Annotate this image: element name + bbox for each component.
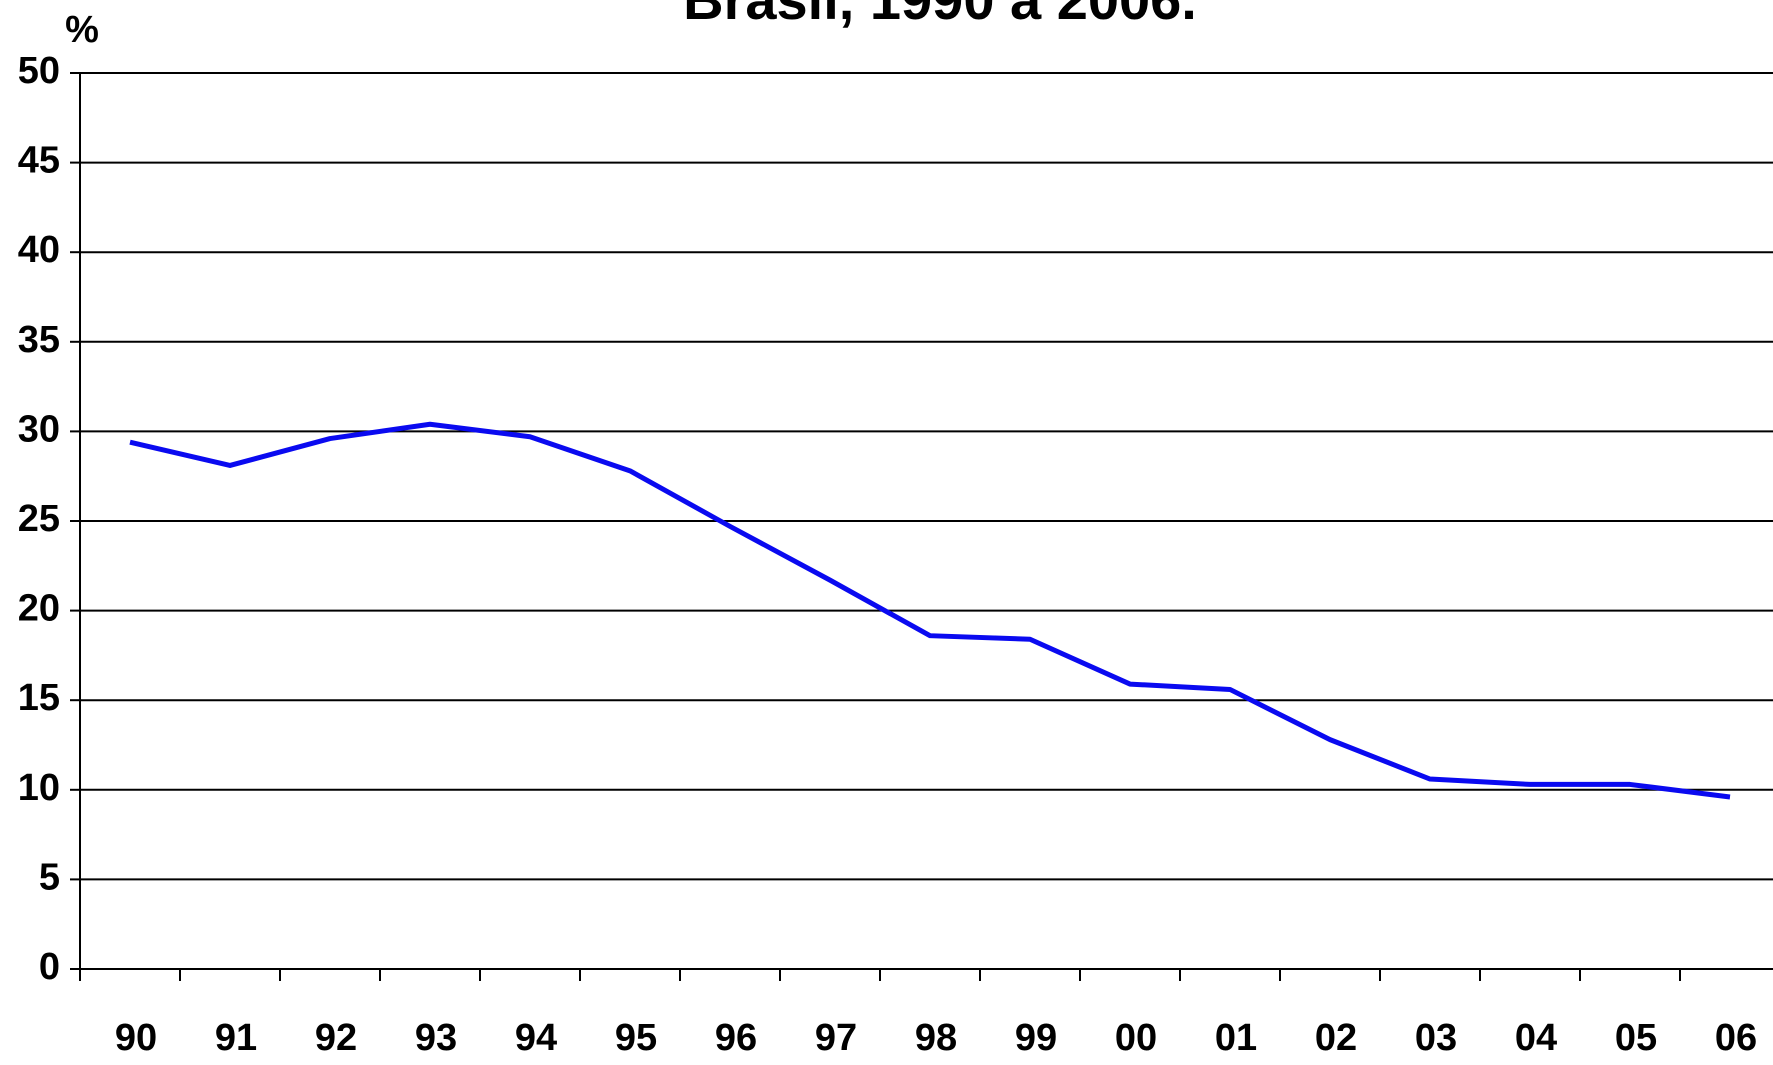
x-tick-label: 00 (1115, 1017, 1157, 1059)
x-tick-label: 97 (815, 1017, 857, 1059)
x-tick-label: 95 (615, 1017, 657, 1059)
line-series (129, 421, 1731, 800)
y-tick-label: 0 (39, 946, 60, 988)
x-tick-label: 94 (515, 1017, 557, 1059)
x-tick-label: 01 (1215, 1017, 1257, 1059)
y-tick-label: 20 (18, 588, 60, 630)
y-tick-label: 25 (18, 498, 60, 540)
y-tick-label: 50 (18, 50, 60, 92)
x-tick-label: 93 (415, 1017, 457, 1059)
x-tick-label: 90 (115, 1017, 157, 1059)
x-tick-label: 92 (315, 1017, 357, 1059)
x-tick-label: 02 (1315, 1017, 1357, 1059)
y-tick-label: 45 (18, 140, 60, 182)
y-tick-label: 5 (39, 856, 60, 898)
y-tick-label: 10 (18, 767, 60, 809)
x-tick-label: 98 (915, 1017, 957, 1059)
x-tick-label: 06 (1715, 1017, 1757, 1059)
x-tick-label: 03 (1415, 1017, 1457, 1059)
y-tick-label: 35 (18, 319, 60, 361)
y-tick-label: 15 (18, 677, 60, 719)
y-axis-label: % (65, 9, 99, 51)
x-tick-label: 04 (1515, 1017, 1557, 1059)
chart-title: Brasil, 1990 a 2006. (683, 0, 1197, 31)
x-tick-label: 91 (215, 1017, 257, 1059)
y-tick-label: 40 (18, 229, 60, 271)
y-tick-label: 30 (18, 408, 60, 450)
x-tick-label: 99 (1015, 1017, 1057, 1059)
x-tick-label: 05 (1615, 1017, 1657, 1059)
x-tick-label: 96 (715, 1017, 757, 1059)
